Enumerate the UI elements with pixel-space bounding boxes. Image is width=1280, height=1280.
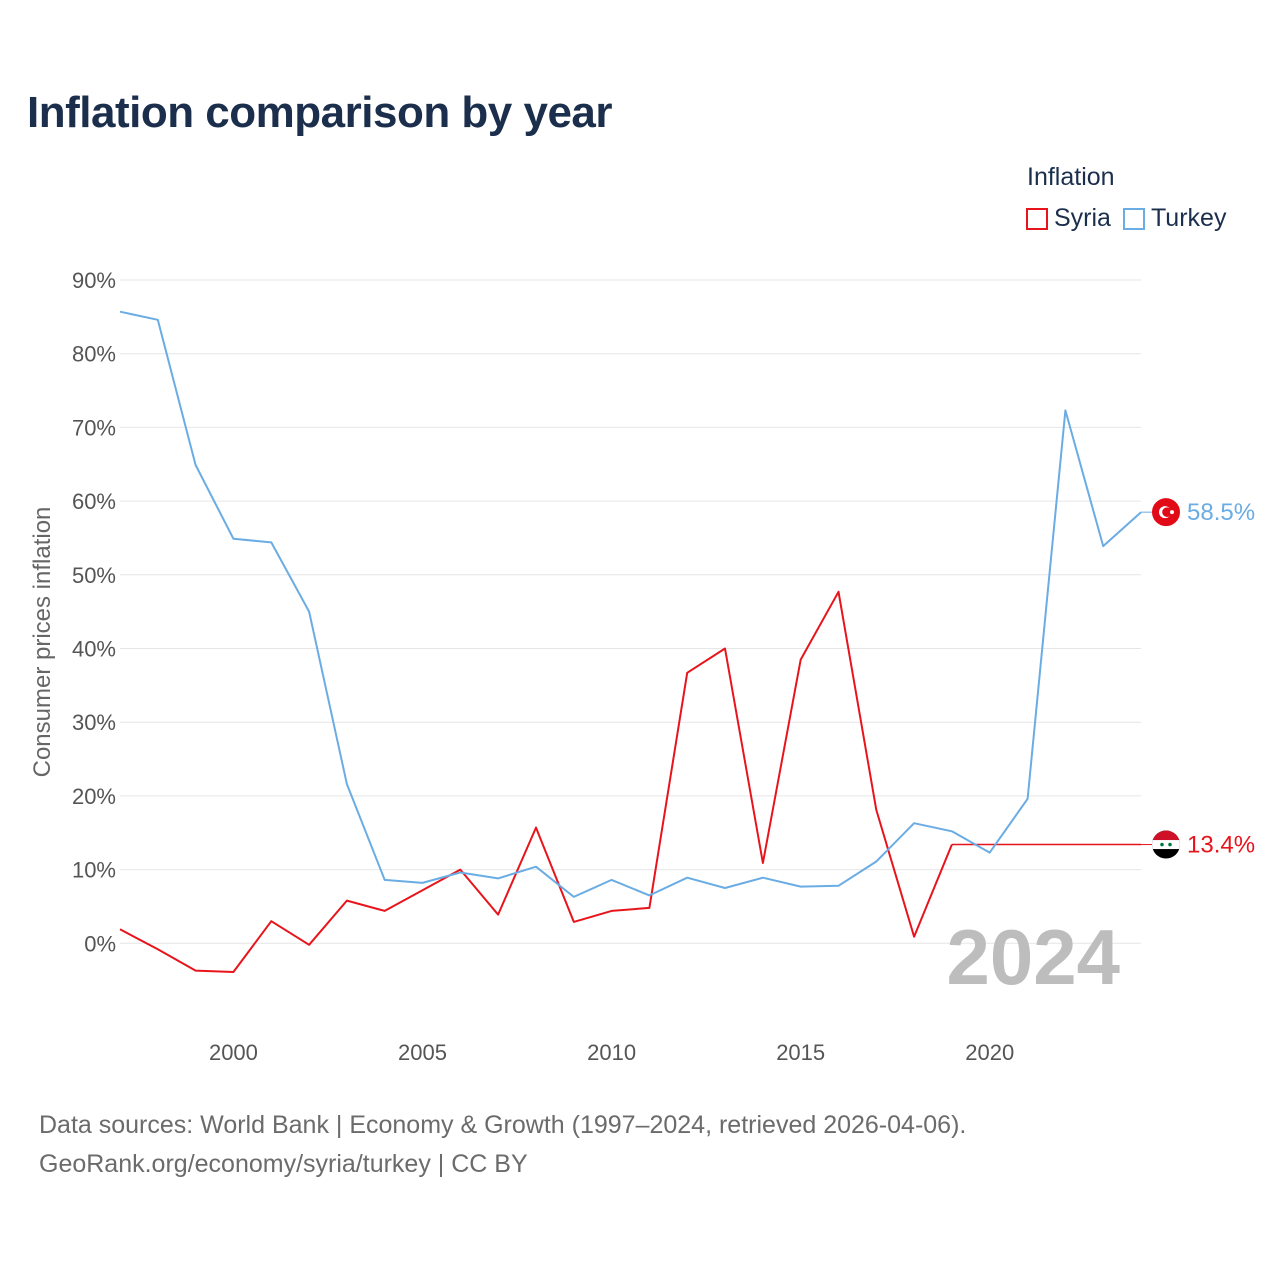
legend-swatch-turkey bbox=[1122, 207, 1145, 230]
syria-flag-star bbox=[1160, 842, 1164, 847]
x-tick-label: 2015 bbox=[776, 1040, 825, 1065]
series-line-syria bbox=[119, 590, 953, 973]
legend-item-turkey[interactable]: Turkey bbox=[1122, 204, 1227, 233]
legend-title: Inflation bbox=[1027, 163, 1115, 191]
x-tick-label: 2005 bbox=[398, 1040, 447, 1065]
y-tick-label: 10% bbox=[72, 858, 116, 883]
legend-item-syria[interactable]: Syria bbox=[1026, 204, 1111, 233]
turkey-flag-crescent-cut bbox=[1162, 507, 1172, 517]
y-tick-label: 70% bbox=[72, 415, 116, 440]
y-tick-label: 20% bbox=[72, 784, 116, 809]
syria-flag-star bbox=[1168, 842, 1172, 847]
legend-label-turkey: Turkey bbox=[1150, 204, 1227, 232]
chart-title: Inflation comparison by year bbox=[27, 88, 613, 137]
y-tick-label: 90% bbox=[72, 268, 116, 293]
y-tick-label: 30% bbox=[72, 710, 116, 735]
legend: Syria Turkey bbox=[1026, 204, 1238, 233]
end-value-label-syria: 13.4% bbox=[1187, 832, 1255, 859]
footer-link[interactable]: GeoRank.org/economy/syria/turkey | CC BY bbox=[39, 1150, 528, 1178]
end-value-label-turkey: 58.5% bbox=[1187, 499, 1255, 526]
syria-flag-red-band bbox=[1152, 830, 1180, 841]
current-year-label: 2024 bbox=[946, 913, 1120, 1001]
footer: Data sources: World Bank | Economy & Gro… bbox=[39, 1106, 966, 1184]
y-tick-label: 60% bbox=[72, 489, 116, 514]
legend-swatch-syria bbox=[1026, 207, 1048, 230]
y-tick-label: 80% bbox=[72, 342, 116, 367]
turkey-flag-star bbox=[1170, 510, 1174, 515]
x-tick-label: 2020 bbox=[965, 1040, 1014, 1065]
x-tick-label: 2000 bbox=[209, 1040, 258, 1065]
y-tick-label: 0% bbox=[84, 931, 116, 956]
x-tick-label: 2010 bbox=[587, 1040, 636, 1065]
y-tick-label: 40% bbox=[72, 637, 116, 662]
series-line-turkey bbox=[119, 310, 1142, 898]
y-tick-label: 50% bbox=[72, 563, 116, 588]
footer-sources: Data sources: World Bank | Economy & Gro… bbox=[39, 1111, 967, 1139]
syria-flag-white-band bbox=[1152, 840, 1180, 850]
y-axis-label: Consumer prices inflation bbox=[29, 507, 56, 778]
legend-label-syria: Syria bbox=[1054, 204, 1111, 232]
